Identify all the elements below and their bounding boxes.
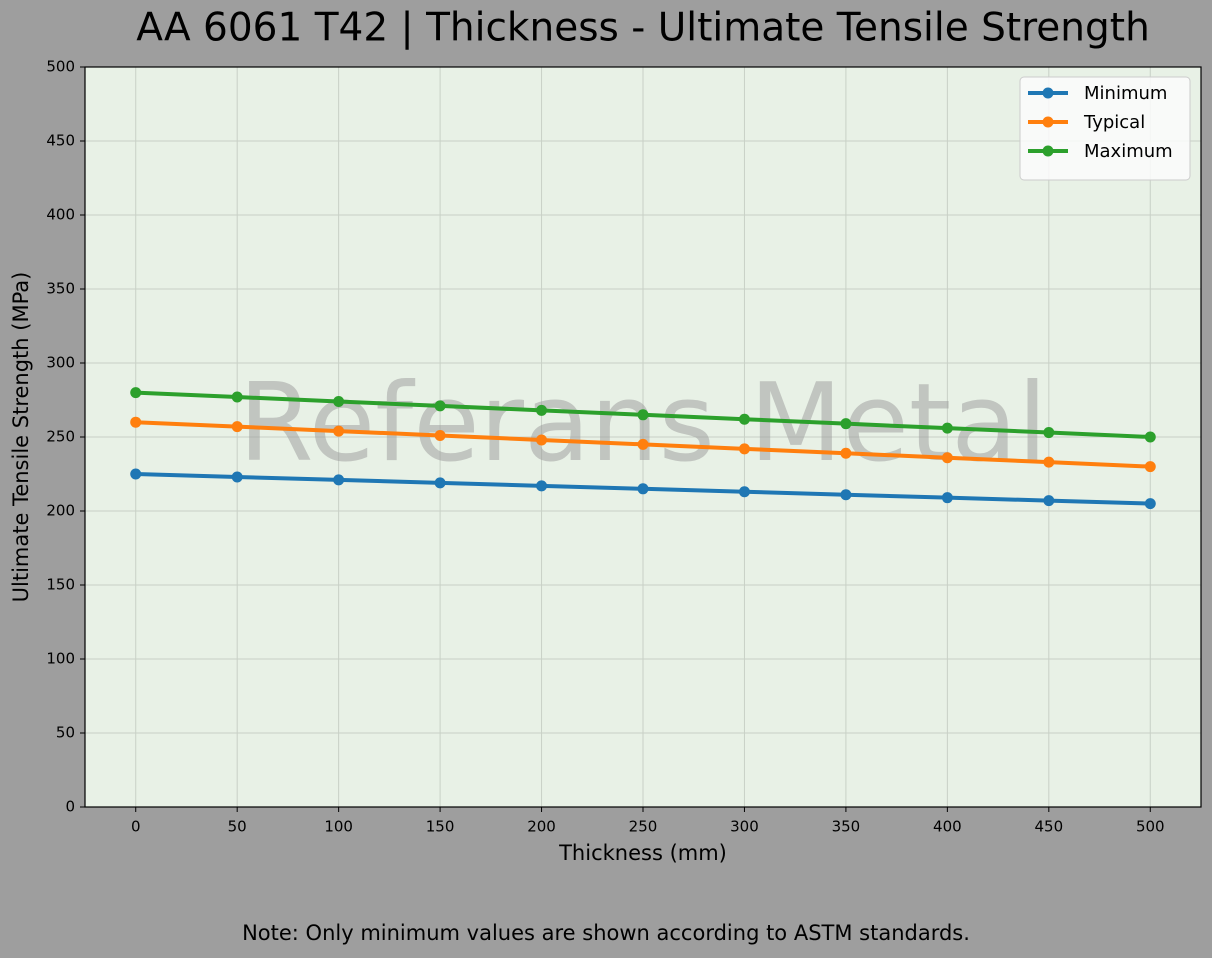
data-point xyxy=(130,416,142,428)
watermark: Referans Metal xyxy=(239,361,1048,486)
data-point xyxy=(130,468,142,480)
legend-marker xyxy=(1042,145,1054,157)
x-axis-label: Thickness (mm) xyxy=(558,841,727,865)
data-point xyxy=(333,474,345,486)
y-tick-label: 500 xyxy=(46,58,75,76)
y-tick-label: 450 xyxy=(46,132,75,150)
data-point xyxy=(434,477,446,489)
x-tick-label: 400 xyxy=(933,818,962,836)
data-point xyxy=(941,452,953,464)
y-tick-label: 200 xyxy=(46,502,75,520)
y-tick-label: 0 xyxy=(65,798,75,816)
chart-title: AA 6061 T42 | Thickness - Ultimate Tensi… xyxy=(136,6,1150,51)
y-tick-label: 50 xyxy=(56,724,75,742)
y-tick-label: 350 xyxy=(46,280,75,298)
data-point xyxy=(434,400,446,412)
x-tick-label: 350 xyxy=(832,818,861,836)
legend-marker xyxy=(1042,116,1054,128)
data-point xyxy=(434,430,446,442)
data-point xyxy=(130,387,142,399)
data-point xyxy=(1043,456,1055,468)
data-point xyxy=(637,483,649,495)
data-point xyxy=(941,492,953,504)
x-tick-label: 450 xyxy=(1034,818,1063,836)
note: Note: Only minimum values are shown acco… xyxy=(242,921,970,945)
data-point xyxy=(738,443,750,455)
y-tick-label: 300 xyxy=(46,354,75,372)
data-point xyxy=(536,480,548,492)
data-point xyxy=(1043,495,1055,507)
legend-box xyxy=(1019,76,1191,181)
x-tick-label: 100 xyxy=(324,818,353,836)
data-point xyxy=(536,404,548,416)
data-point xyxy=(840,447,852,459)
x-tick-label: 50 xyxy=(228,818,247,836)
data-point xyxy=(333,395,345,407)
legend-marker xyxy=(1042,87,1054,99)
data-point xyxy=(840,418,852,430)
legend-label: Minimum xyxy=(1084,83,1167,104)
data-point xyxy=(840,489,852,501)
data-point xyxy=(1043,427,1055,439)
data-point xyxy=(1144,431,1156,443)
x-tick-label: 500 xyxy=(1136,818,1165,836)
data-point xyxy=(231,421,243,433)
y-tick-label: 250 xyxy=(46,428,75,446)
y-tick-label: 150 xyxy=(46,576,75,594)
data-point xyxy=(231,391,243,403)
data-point xyxy=(1144,461,1156,473)
y-tick-label: 100 xyxy=(46,650,75,668)
y-axis-label: Ultimate Tensile Strength (MPa) xyxy=(9,272,33,603)
x-tick-label: 300 xyxy=(730,818,759,836)
x-tick-label: 200 xyxy=(527,818,556,836)
data-point xyxy=(637,409,649,421)
data-point xyxy=(231,471,243,483)
data-point xyxy=(333,425,345,437)
data-point xyxy=(738,486,750,498)
data-point xyxy=(941,422,953,434)
x-tick-label: 250 xyxy=(629,818,658,836)
data-point xyxy=(738,413,750,425)
data-point xyxy=(536,434,548,446)
y-tick-label: 400 xyxy=(46,206,75,224)
plot-frame xyxy=(84,66,1202,808)
data-point xyxy=(637,438,649,450)
data-point xyxy=(1144,498,1156,510)
legend-label: Typical xyxy=(1083,112,1145,133)
x-tick-label: 150 xyxy=(426,818,455,836)
legend-label: Maximum xyxy=(1084,141,1173,162)
legend: Minimum Typical Maximum xyxy=(1019,76,1191,181)
x-tick-label: 0 xyxy=(131,818,141,836)
